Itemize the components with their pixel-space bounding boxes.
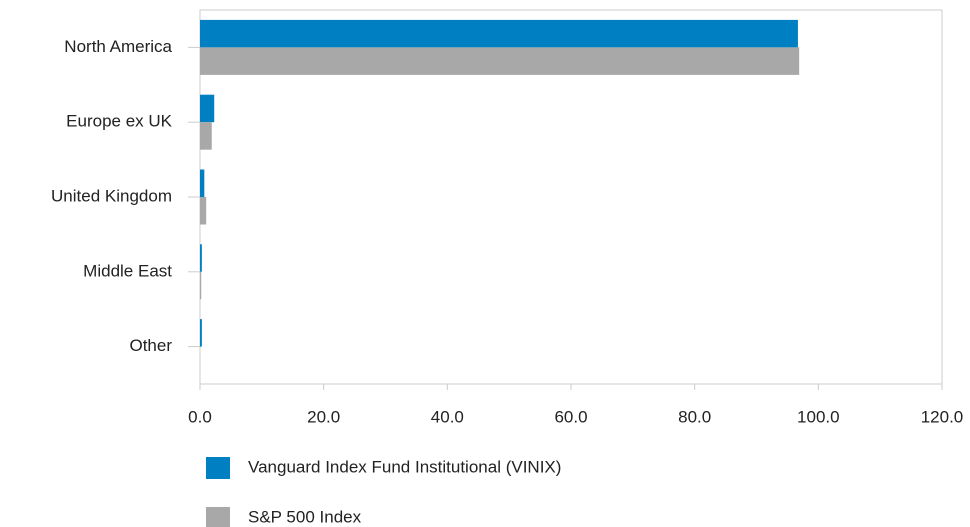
bar xyxy=(200,169,205,197)
bar xyxy=(200,94,215,123)
x-tick-label: 20.0 xyxy=(307,407,340,426)
x-tick-label: 120.0 xyxy=(921,407,964,426)
y-tick-label: Middle East xyxy=(83,261,172,280)
x-tick-label: 0.0 xyxy=(188,407,212,426)
bar xyxy=(200,19,798,48)
x-tick-label: 40.0 xyxy=(431,407,464,426)
legend-label: S&P 500 Index xyxy=(248,507,362,526)
bar xyxy=(200,244,202,272)
bar xyxy=(200,122,212,150)
bar xyxy=(200,47,800,75)
bar xyxy=(200,271,202,300)
y-tick-label: Europe ex UK xyxy=(66,112,172,131)
y-tick-label: North America xyxy=(64,37,172,56)
bar xyxy=(200,197,207,225)
x-tick-label: 100.0 xyxy=(797,407,840,426)
legend-label: Vanguard Index Fund Institutional (VINIX… xyxy=(248,457,561,476)
legend-swatch xyxy=(206,507,230,527)
bar xyxy=(200,319,202,347)
x-tick-label: 60.0 xyxy=(554,407,587,426)
y-tick-label: United Kingdom xyxy=(51,186,172,205)
legend-swatch xyxy=(206,457,230,479)
x-tick-label: 80.0 xyxy=(678,407,711,426)
y-tick-label: Other xyxy=(129,336,172,355)
